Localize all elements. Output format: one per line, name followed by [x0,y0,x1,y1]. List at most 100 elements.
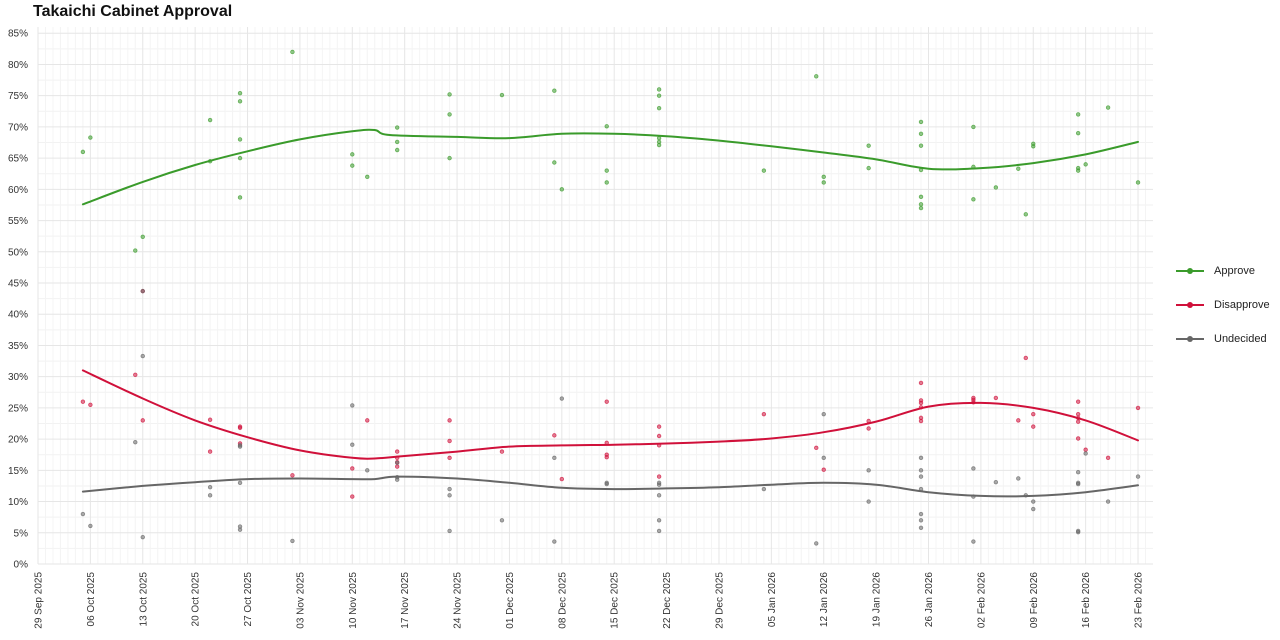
data-point-approve [604,168,609,173]
y-tick-label: 45% [8,279,28,290]
data-point-disapprove [761,411,767,417]
data-point-undecided [133,440,138,445]
x-tick-label: 05 Jan 2026 [767,572,778,627]
x-tick-label: 19 Jan 2026 [872,572,883,627]
data-point-undecided [814,541,819,546]
legend-swatch-undecided [1176,333,1204,345]
data-point-disapprove [499,449,505,454]
data-point-undecided [1075,529,1081,535]
data-point-undecided [350,403,355,408]
data-point-undecided [140,288,145,294]
x-tick-label: 22 Dec 2025 [662,572,673,629]
legend-label-undecided: Undecided [1214,333,1267,345]
data-point-undecided [971,539,976,544]
data-point-approve [918,194,924,200]
data-point-disapprove [918,418,924,424]
data-point-approve [1023,212,1028,217]
data-point-approve [394,125,400,130]
data-point-disapprove [237,425,243,431]
chart-title: Takaichi Cabinet Approval [33,3,233,20]
data-point-undecided [237,527,243,532]
data-point-approve [604,180,609,185]
data-point-undecided [290,538,295,544]
data-point-disapprove [918,400,924,406]
legend-label-approve: Approve [1214,265,1255,277]
data-point-undecided [918,468,924,473]
data-point-approve [918,205,924,211]
data-point-approve [656,93,662,98]
data-point-approve [394,139,400,145]
data-point-disapprove [993,395,999,401]
x-tick-label: 16 Feb 2026 [1081,572,1092,629]
data-point-approve [656,142,662,148]
data-point-approve [499,92,505,98]
x-tick-label: 03 Nov 2025 [295,572,306,629]
data-point-approve [350,152,355,157]
data-point-approve [237,137,243,142]
data-point-undecided [866,468,871,473]
data-point-undecided [447,493,452,498]
data-point-approve [1075,130,1081,136]
data-point-approve [918,143,924,148]
y-tick-label: 60% [8,185,28,196]
x-tick-label: 29 Dec 2025 [714,572,725,629]
data-point-approve [918,119,924,125]
y-tick-label: 5% [14,528,29,539]
data-point-undecided [761,486,767,492]
trend-line-undecided [81,475,1139,498]
data-point-approve [821,180,826,185]
legend-item-undecided[interactable]: Undecided [1176,322,1270,356]
data-point-undecided [447,486,452,492]
data-point-approve [88,135,93,140]
y-tick-label: 55% [8,216,28,227]
legend-item-approve[interactable]: Approve [1176,254,1270,288]
x-tick-label: 27 Oct 2025 [243,572,254,627]
trend-line-disapprove [81,369,1139,460]
data-point-undecided [394,460,400,466]
data-point-disapprove [1075,436,1081,441]
data-point-approve [133,248,138,253]
data-point-undecided [1031,506,1036,512]
data-point-disapprove [1016,418,1021,423]
data-point-undecided [80,511,86,517]
data-point-approve [552,88,557,93]
y-tick-label: 35% [8,341,28,352]
data-point-undecided [1083,451,1088,456]
trend-line-approve [81,128,1139,206]
x-tick-label: 15 Dec 2025 [610,572,621,629]
data-point-disapprove [365,418,370,423]
data-point-undecided [918,455,924,461]
data-point-undecided [1031,499,1036,504]
legend-item-disapprove[interactable]: Disapprove [1176,288,1270,322]
data-point-disapprove [1135,405,1141,411]
y-tick-label: 0% [14,560,29,571]
data-point-disapprove [814,445,819,451]
data-point-approve [80,149,86,155]
legend-swatch-disapprove [1176,299,1204,311]
legend: Approve Disapprove Undecided [1176,254,1270,356]
data-point-disapprove [350,494,355,499]
data-point-approve [1031,144,1036,149]
data-point-disapprove [447,455,452,461]
data-point-undecided [1135,474,1141,479]
data-point-undecided [656,518,662,523]
data-point-disapprove [140,418,145,423]
y-tick-label: 15% [8,466,28,477]
x-tick-label: 13 Oct 2025 [138,572,149,627]
data-point-undecided [918,511,924,517]
data-point-disapprove [559,476,565,482]
data-point-undecided [237,444,243,449]
data-point-undecided [1016,476,1021,481]
data-point-approve [866,143,871,148]
data-point-disapprove [1075,399,1081,404]
data-point-undecided [656,493,662,498]
data-point-disapprove [88,402,93,407]
data-point-disapprove [552,433,557,438]
y-tick-label: 40% [8,310,28,321]
data-point-undecided [821,455,826,461]
y-tick-label: 65% [8,154,28,165]
data-point-disapprove [447,438,452,444]
data-point-disapprove [1031,424,1036,429]
data-point-approve [1075,168,1081,173]
data-point-approve [1083,162,1088,167]
